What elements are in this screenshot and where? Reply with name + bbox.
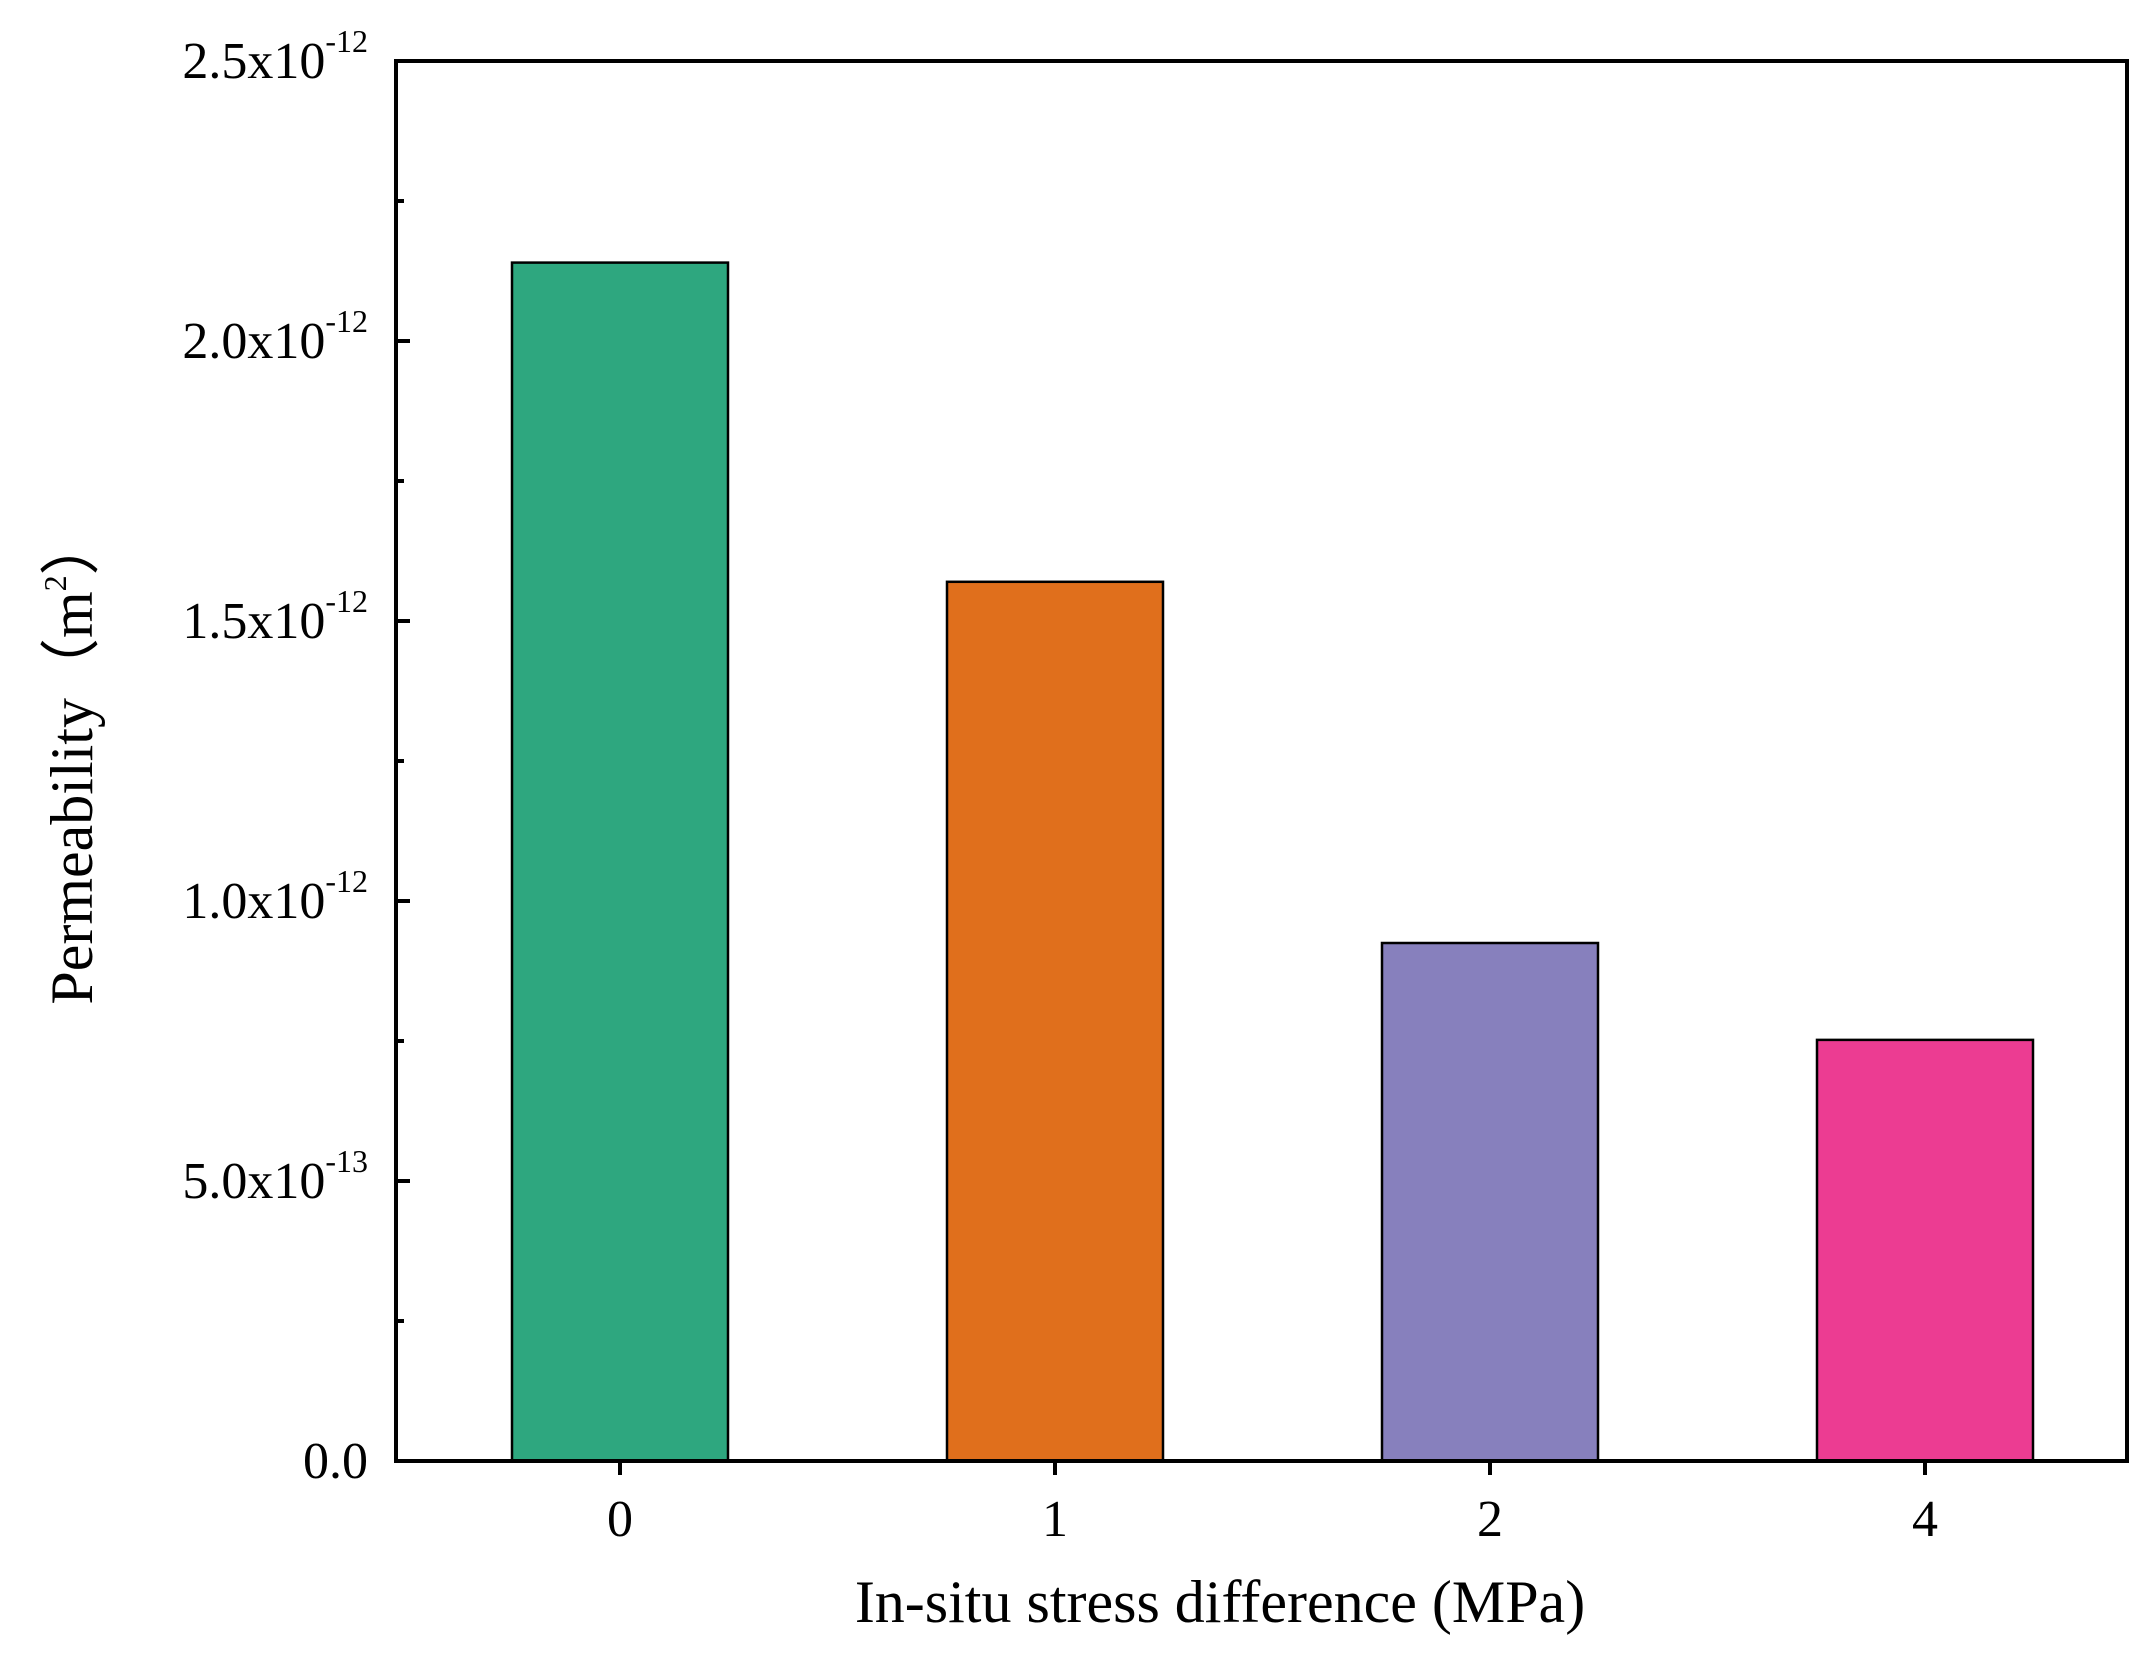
y-tick-label: 2.0x10-12 [182, 303, 368, 370]
x-tick-label: 0 [607, 1491, 633, 1548]
y-tick-exponent: -12 [325, 23, 368, 59]
x-axis: 0 1 2 4 [607, 1461, 1938, 1548]
y-tick-exponent: -12 [325, 863, 368, 899]
x-axis-title: In-situ stress difference (MPa) [855, 1569, 1585, 1635]
y-tick-label: 0.0 [303, 1433, 368, 1490]
y-axis-title: Permeability（m2） [37, 515, 105, 1004]
y-axis-title-main: Permeability（m [39, 591, 105, 1004]
y-tick-label: 2.5x10-12 [182, 23, 368, 90]
y-tick-mantissa: 1.0x10 [182, 873, 325, 930]
bar-2 [1380, 941, 1600, 1463]
bar-1 [945, 580, 1165, 1463]
y-tick-mantissa: 0.0 [303, 1433, 368, 1490]
y-tick-mantissa: 2.0x10 [182, 313, 325, 370]
y-axis-title-close: ） [39, 515, 105, 575]
y-axis: 0.05.0x10-131.0x10-121.5x10-122.0x10-122… [182, 23, 410, 1490]
x-tick-label: 2 [1477, 1491, 1503, 1548]
y-tick-label: 1.0x10-12 [182, 863, 368, 930]
y-tick-label: 5.0x10-13 [182, 1143, 368, 1210]
y-tick-exponent: -12 [325, 583, 368, 619]
bars-group [510, 261, 2035, 1463]
bar-0 [510, 261, 730, 1463]
y-tick-label: 1.5x10-12 [182, 583, 368, 650]
x-tick-label: 1 [1042, 1491, 1068, 1548]
y-tick-mantissa: 5.0x10 [182, 1153, 325, 1210]
bar-4 [1815, 1038, 2035, 1463]
y-axis-title-sup: 2 [37, 575, 73, 591]
y-tick-exponent: -12 [325, 303, 368, 339]
x-tick-label: 4 [1912, 1491, 1938, 1548]
y-tick-mantissa: 2.5x10 [182, 33, 325, 90]
y-tick-mantissa: 1.5x10 [182, 593, 325, 650]
y-tick-exponent: -13 [325, 1143, 368, 1179]
